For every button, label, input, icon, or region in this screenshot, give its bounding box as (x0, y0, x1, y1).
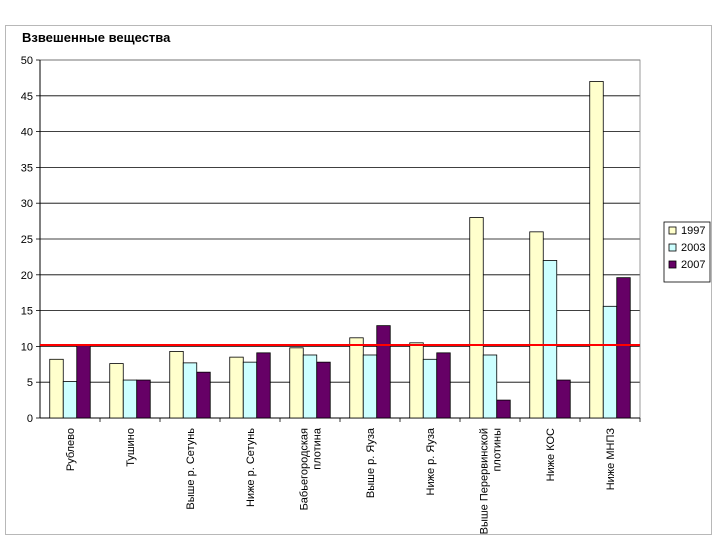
bar-2003 (62, 381, 78, 419)
bar-2007 (256, 352, 271, 419)
bar-2007 (196, 371, 211, 419)
category-label: Ниже КОС (545, 428, 557, 481)
bar-2003 (182, 362, 198, 419)
y-tick-label: 20 (21, 270, 33, 282)
bar-1997 (229, 356, 244, 419)
bar-2003 (242, 361, 258, 419)
legend-swatch (668, 243, 677, 252)
bar-2007 (316, 361, 331, 419)
bar-2007 (556, 379, 571, 419)
y-tick-label: 25 (21, 234, 33, 246)
chart-title: Взвешенные вещества (22, 30, 171, 45)
bar-2003 (302, 354, 318, 419)
y-tick-label: 10 (21, 341, 33, 353)
bar-2007 (76, 345, 91, 419)
bar-2003 (602, 305, 618, 419)
y-tick-label: 0 (27, 413, 33, 425)
category-label: Бабьегородская (299, 428, 311, 510)
category-label: Ниже р. Яуза (425, 427, 437, 495)
category-label: Выше р. Сетунь (185, 428, 197, 510)
bar-1997 (469, 217, 484, 419)
bar-2003 (482, 354, 498, 419)
category-label: Ниже МНПЗ (605, 428, 617, 491)
y-tick-label: 50 (21, 55, 33, 67)
bar-1997 (589, 81, 604, 419)
category-label: Тушино (125, 428, 137, 467)
category-label: плотина (312, 427, 324, 470)
bar-1997 (529, 231, 544, 419)
bar-2007 (496, 399, 511, 419)
legend-swatch (668, 226, 677, 235)
category-label: Рублево (65, 428, 77, 471)
y-tick-label: 5 (27, 377, 33, 389)
category-label: Выше р. Яуза (365, 427, 377, 498)
legend-label: 2007 (681, 259, 705, 271)
chart-frame (5, 25, 712, 535)
bar-2003 (362, 354, 378, 419)
y-tick-label: 45 (21, 91, 33, 103)
bar-2007 (616, 277, 631, 419)
y-tick-label: 15 (21, 306, 33, 318)
bar-1997 (49, 358, 64, 419)
bar-1997 (109, 363, 124, 419)
bar-1997 (349, 337, 364, 419)
y-tick-label: 35 (21, 162, 33, 174)
bar-1997 (409, 342, 424, 419)
legend-label: 1997 (681, 225, 705, 237)
bar-1997 (289, 347, 304, 419)
category-label: плотины (492, 428, 504, 472)
bar-2003 (422, 358, 438, 419)
y-tick-label: 40 (21, 127, 33, 139)
bar-2003 (542, 260, 558, 419)
bar-2007 (376, 325, 391, 419)
bar-2007 (136, 379, 151, 419)
legend-label: 2003 (681, 242, 705, 254)
y-tick-label: 30 (21, 198, 33, 210)
legend-swatch (668, 260, 677, 269)
bar-1997 (169, 351, 184, 419)
labels: 0 5 10 15 20 25 30 35 40 45 50 Рублево Тушино Выше р.… (21, 55, 617, 534)
bar-2007 (436, 352, 451, 419)
category-label: Ниже р. Сетунь (245, 428, 257, 507)
legend: 1997 2003 2007 (663, 221, 711, 283)
bar-2003 (122, 379, 138, 419)
category-label: Выше Перервинской (479, 428, 491, 534)
bars (49, 81, 631, 419)
